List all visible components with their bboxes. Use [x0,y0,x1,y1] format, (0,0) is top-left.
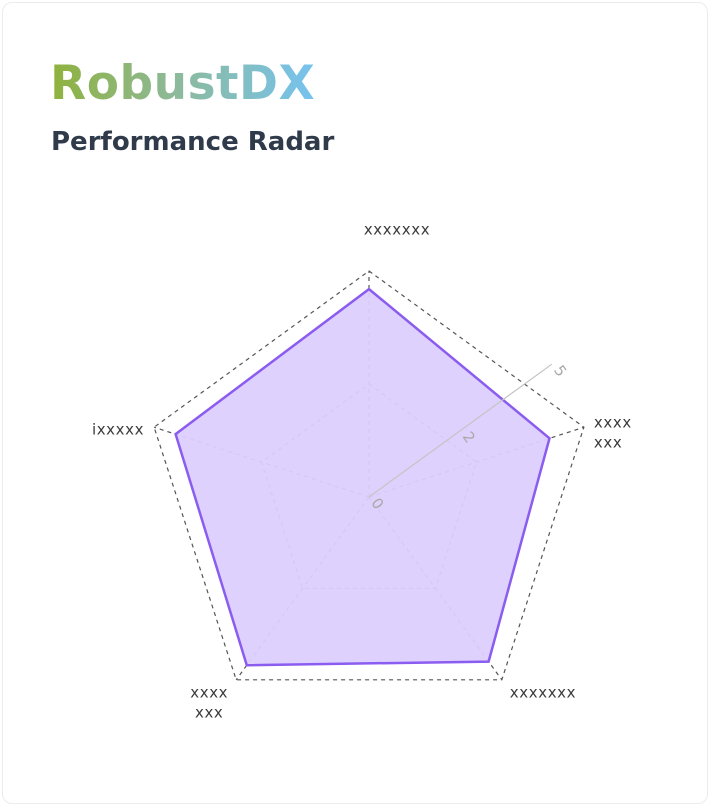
axis-label-2-line-0: xxxxxxx [510,683,576,701]
axis-label-3-line-0: xxxx [190,683,228,701]
grid-ring-1 [153,270,585,681]
scale-label-2: 5 [550,362,570,380]
chart-title: Performance Radar [51,127,335,157]
axis-label-4-line-0: ixxxxx [92,421,144,439]
axis-label-1-line-1: xxx [594,434,622,452]
brand-logo: RobustDX [50,53,315,115]
axis-label-0-line-0: xxxxxxx [364,221,430,239]
radar-series [174,287,551,667]
axis-label-3-line-1: xxx [195,703,223,721]
axis-label-1-line-0: xxxx [594,414,632,432]
series-area [174,287,551,667]
scale-axis [368,363,553,498]
